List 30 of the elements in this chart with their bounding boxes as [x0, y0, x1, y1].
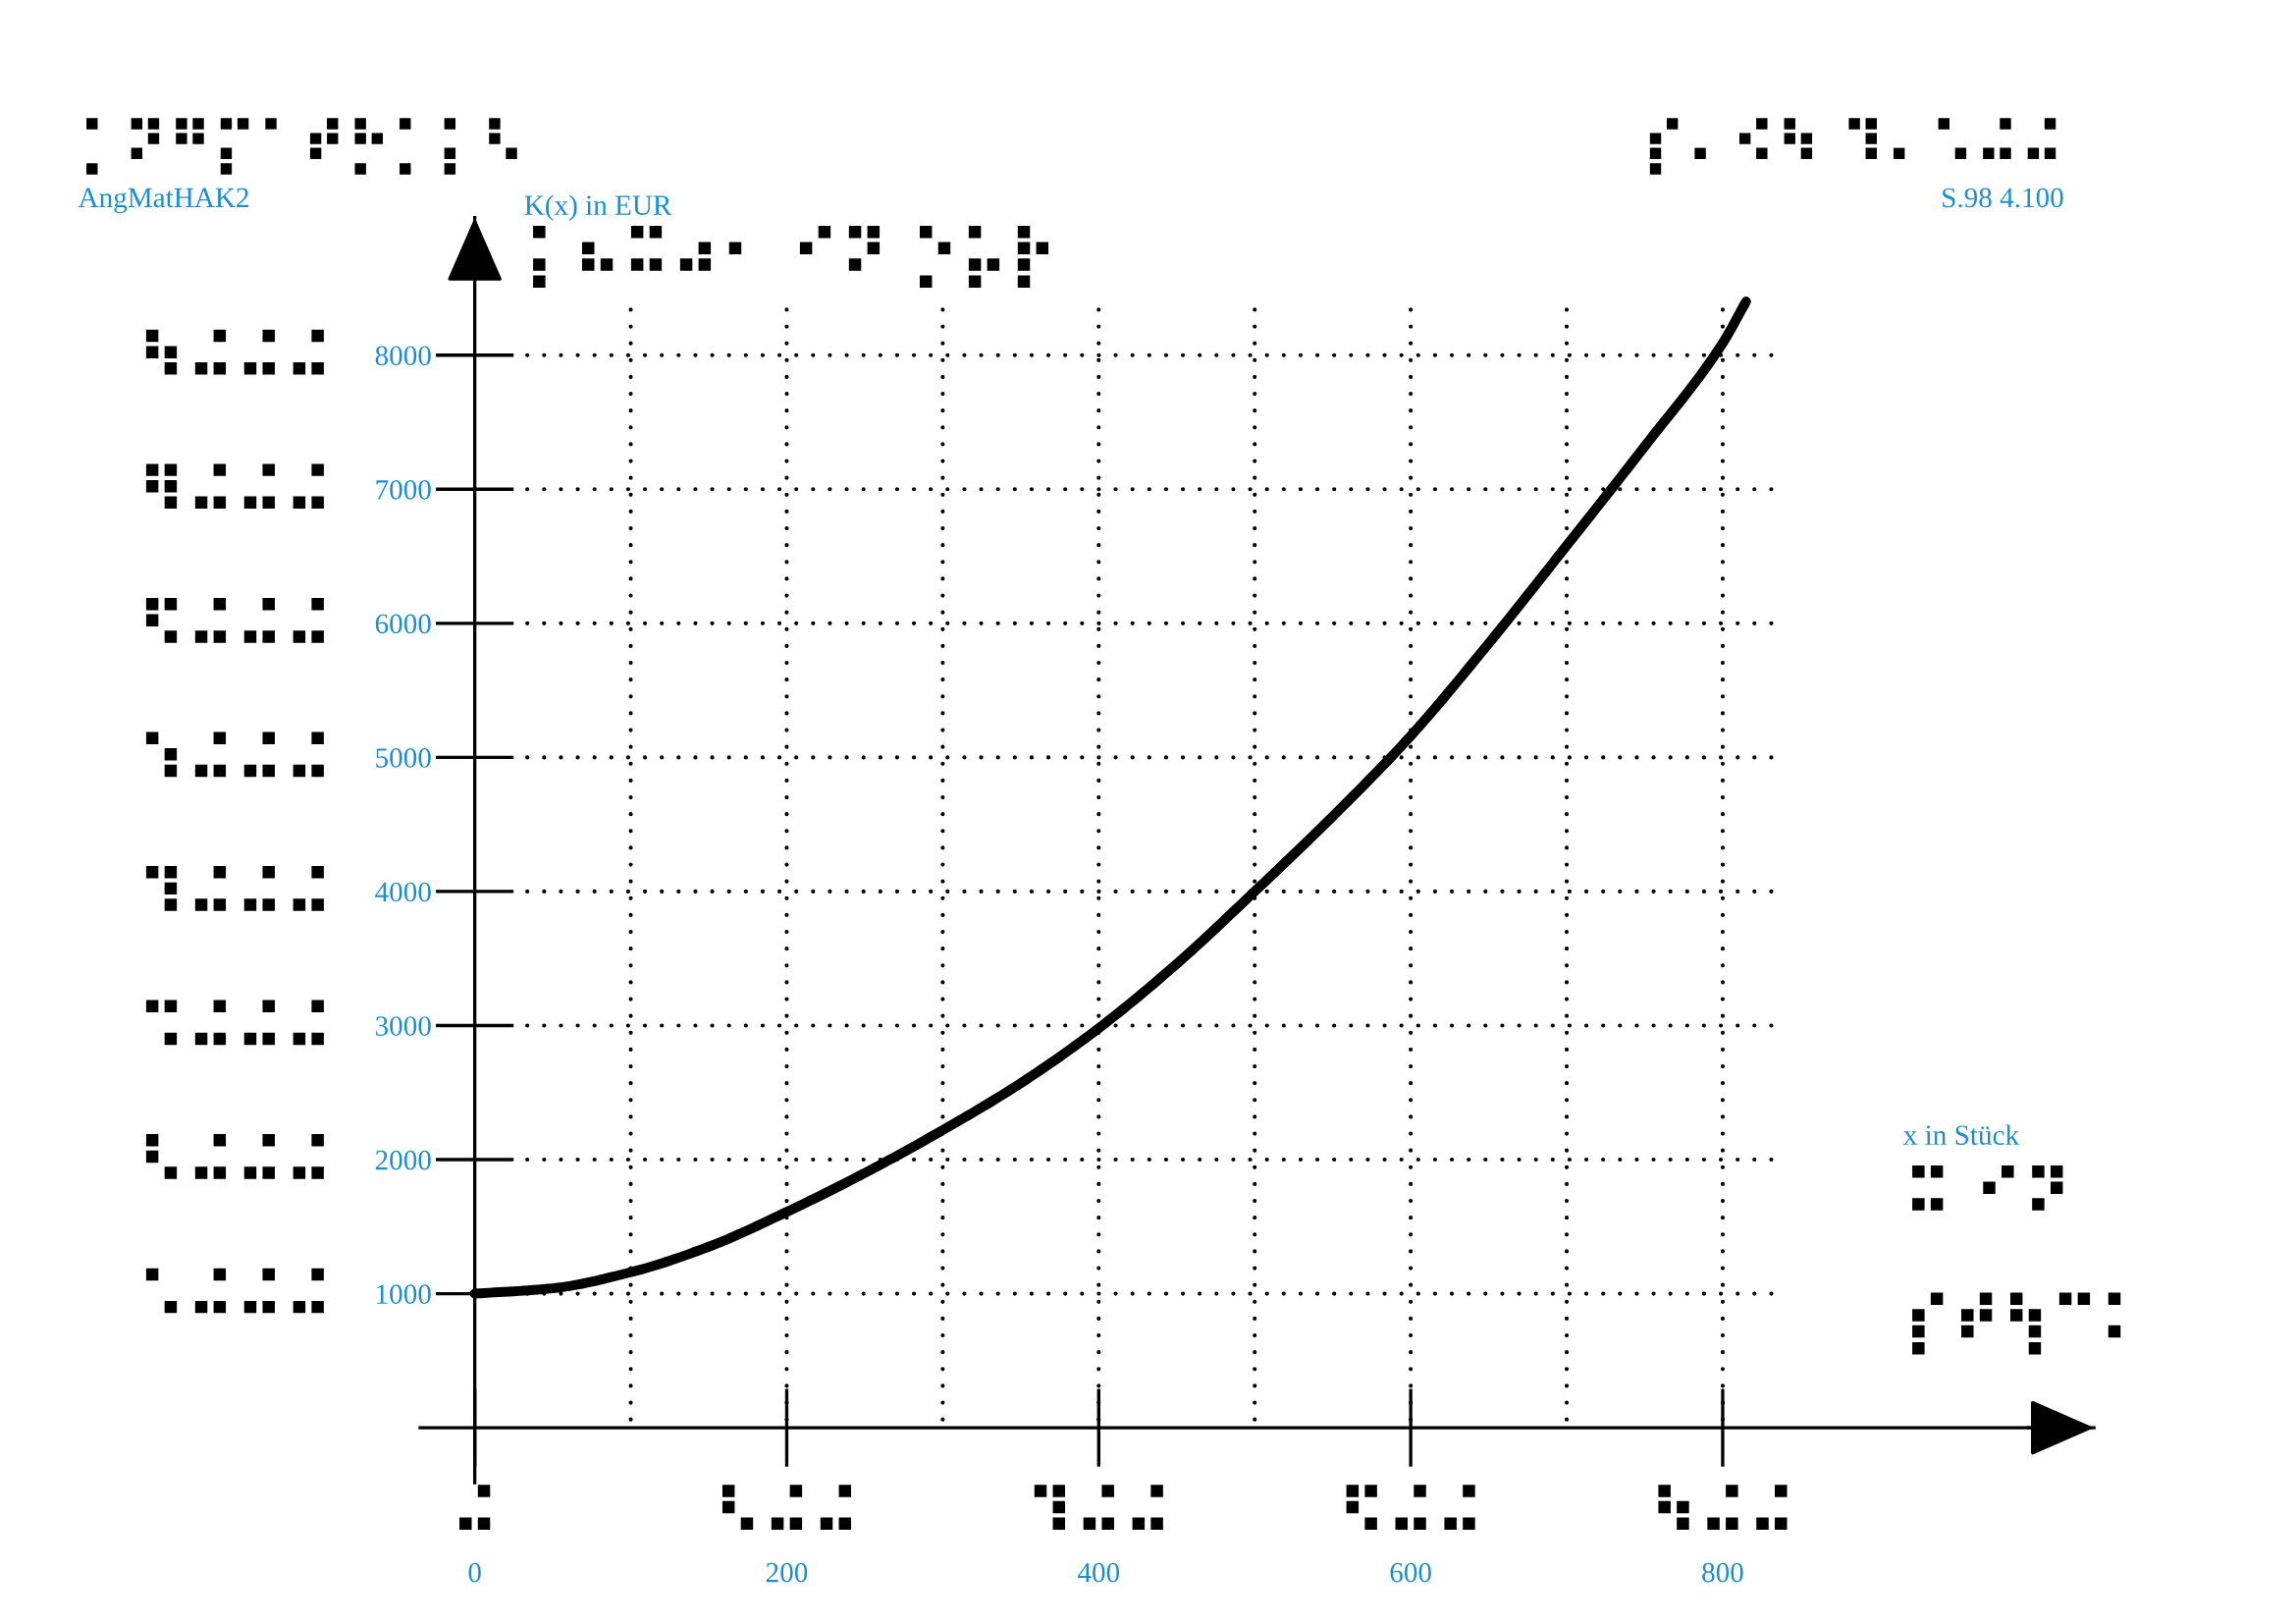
text: ⠬ [459, 1485, 491, 1530]
x-tick-label: 600 [1390, 1562, 1431, 1583]
text: ⠱⠬⠬⠬ [145, 731, 324, 778]
y-tick-label: 4000 [375, 882, 431, 902]
x-tick-label: 200 [766, 1562, 808, 1583]
y-tick-label: 3000 [375, 1016, 431, 1036]
text: ⠫⠬⠬ [1346, 1485, 1475, 1530]
text: ⠻⠬⠬⠬ [145, 463, 324, 510]
y-axis-title: K(x) in EUR ⡅⠦⠭⠴⠂ ⠊⠝ ⡑⡥⡗ [524, 194, 1049, 288]
text: x in Stück ⠭ ⠊⠝ ⡎⠞⢳⠉⠅ [1903, 1124, 2121, 1355]
text: ⠹⠬⠬⠬ [145, 866, 324, 911]
text: ⠹⠬⠬ [1034, 1485, 1163, 1530]
x-tick-label: 800 [1702, 1562, 1743, 1583]
y-tick-label: 7000 [376, 480, 431, 500]
text: ⡁⠝⠛⡍⠁⠞⡓⡁⡅⠣ AngMatHAK2 [78, 118, 517, 214]
y-tick-label: 5000 [376, 748, 431, 768]
text: ⠳⠬⠬ [1658, 1485, 1788, 1530]
text: ⠡⠬⠬⠬ [145, 1268, 324, 1314]
text: ⠣⠬⠬ [721, 1485, 852, 1530]
y-tick-label: 2000 [375, 1150, 431, 1170]
x-tick-label: 0 [468, 1562, 481, 1583]
text: ⡎⠄⠪⠳ ⠹⠄⠡⠬⠬ S.98 4.100 [1649, 118, 2063, 208]
y-tick-label: 6000 [375, 614, 431, 634]
text: ⠩⠬⠬⠬ [145, 1000, 324, 1046]
x-tick-label: 400 [1078, 1562, 1120, 1583]
y-tick-label: 1000 [377, 1284, 431, 1304]
text: ⠫⠬⠬⠬ [145, 597, 324, 643]
text: ⠣⠬⠬⠬ [145, 1134, 324, 1179]
text: ⠳⠬⠬⠬ [145, 329, 324, 375]
y-tick-label: 8000 [375, 346, 431, 366]
